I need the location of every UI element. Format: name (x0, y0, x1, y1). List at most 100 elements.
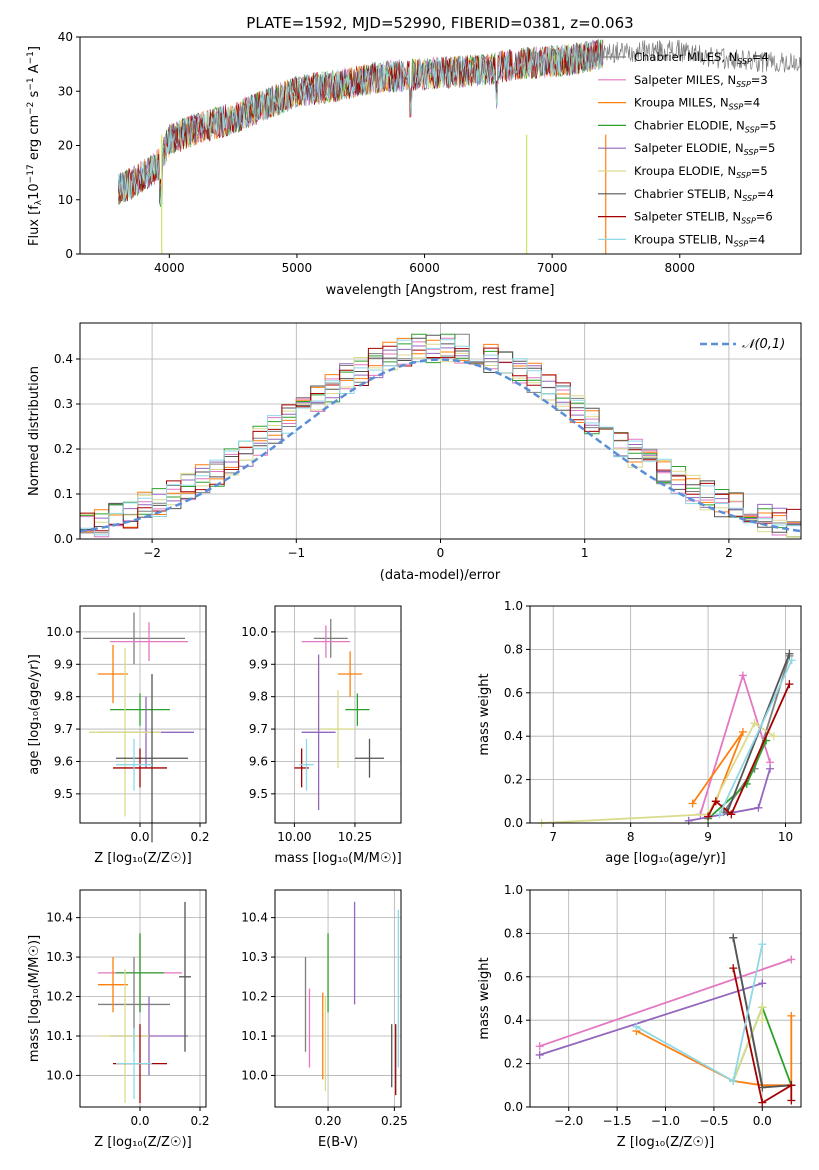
axes-frame (274, 889, 402, 1108)
y-tick-label: 0.8 (504, 926, 523, 940)
residual-histogram-panel: −2 −1 0 1 2 0.0 0.1 0.2 0.3 0.4 𝒩(0,1) (data-mode… (27, 322, 802, 583)
y-tick-label: 0.2 (504, 773, 523, 787)
y-tick-label: 0.6 (504, 970, 523, 984)
legend-entry: Chabrier MILES, NSSP=4 (634, 50, 769, 66)
x-tick-label: 0.0 (753, 1114, 772, 1128)
residual-histogram-xlabel: (data-model)/error (380, 568, 501, 583)
mass-vs-reddening-panel: 0.20 0.25 10.0 10.1 10.2 10.3 10.4 E(B-V) (241, 889, 408, 1150)
y-tick-label: 10.0 (46, 1068, 73, 1082)
mass-weight-vs-metallicity-panel: −2.0 −1.5 −1.0 −0.5 0.0 0.0 0.2 0.4 0.6 0.8 1.0 Z [… (477, 883, 802, 1150)
mass-weight-marker (787, 1081, 796, 1090)
spectrum-frame (79, 36, 802, 255)
mass-weight-line (539, 982, 763, 1056)
axes-frame (529, 889, 802, 1108)
mass-weight-marker (711, 797, 720, 806)
x-tick-label: 7 (549, 830, 557, 844)
y-tick-label: 10.1 (241, 1029, 268, 1043)
mass-weight-marker (750, 719, 759, 728)
model-spectrum-line (118, 39, 604, 205)
errorbar-point (83, 612, 185, 665)
mass-weight-marker (758, 940, 767, 949)
mass-weight-line (541, 721, 775, 824)
mass-weight-marker (535, 1042, 544, 1051)
y-tick-label: 9.9 (54, 657, 73, 671)
x-tick-label: 5000 (282, 261, 313, 275)
x-tick-label: 10.00 (277, 830, 311, 844)
y-axis-label: mass weight (477, 673, 492, 755)
y-tick-label: 10.0 (241, 1068, 268, 1082)
errorbar-point (116, 738, 152, 791)
legend-entry: Salpeter ELODIE, NSSP=5 (634, 141, 775, 157)
mass-weight-marker (758, 1098, 767, 1107)
y-tick-label: 9.8 (249, 690, 268, 704)
mass-weight-marker (758, 1003, 767, 1012)
legend-entry: Kroupa STELIB, NSSP=4 (634, 232, 765, 248)
errorbar-point (116, 933, 164, 1013)
model-spectrum-line (118, 42, 604, 206)
residual-histogram-frame (79, 322, 802, 540)
x-tick-label: −1.0 (651, 1114, 680, 1128)
y-tick-label: 10.4 (46, 911, 73, 925)
mass-weight-marker (704, 812, 713, 821)
errorbar-point (179, 901, 191, 1052)
y-tick-label: 10.0 (241, 625, 268, 639)
errorbar-point (101, 968, 149, 1104)
mass-weight-marker (787, 656, 796, 665)
normal-legend-label: 𝒩(0,1) (742, 337, 785, 352)
y-tick-label: 9.9 (249, 657, 268, 671)
mass-weight-marker (754, 803, 763, 812)
y-tick-label: 10.0 (46, 625, 73, 639)
axes-frame (79, 605, 207, 824)
y-tick-label: 0.2 (54, 442, 73, 456)
x-tick-label: −2.0 (554, 1114, 583, 1128)
errorbar-point (345, 693, 370, 726)
y-tick-label: 30 (58, 84, 73, 98)
errorbar-point (354, 738, 385, 778)
errorbar-point (113, 748, 167, 788)
y-tick-label: 0.8 (504, 642, 523, 656)
x-axis-label: Z [log₁₀(Z/Z☉)] (94, 1135, 191, 1150)
y-tick-label: 0.1 (54, 487, 73, 501)
residual-histogram-plot: −2 −1 0 1 2 0.0 0.1 0.2 0.3 0.4 (54, 323, 802, 560)
errorbar-point (116, 1028, 152, 1100)
errorbar-point (299, 738, 314, 791)
x-tick-label: 10 (778, 830, 793, 844)
x-tick-label: −0.5 (699, 1114, 728, 1128)
y-tick-label: 0.0 (504, 816, 523, 830)
y-tick-label: 10.2 (46, 990, 73, 1004)
x-axis-label: mass [log₁₀(M/M☉)] (274, 851, 401, 866)
axes-frame (274, 605, 402, 824)
mass-weight-marker (729, 933, 738, 942)
spectrum-title: PLATE=1592, MJD=52990, FIBERID=0381, z=0… (246, 14, 633, 32)
y-tick-label: 10 (58, 193, 73, 207)
mass-weight-marker (688, 799, 697, 808)
y-axis-label: mass weight (477, 957, 492, 1039)
x-tick-label: 0.0 (130, 1114, 149, 1128)
y-tick-label: 9.8 (54, 690, 73, 704)
mass-weight-marker (632, 1022, 641, 1031)
errorbar-point (89, 648, 161, 817)
y-tick-label: 0.0 (504, 1100, 523, 1114)
y-tick-label: 9.7 (54, 722, 73, 736)
axes-frame (529, 605, 802, 824)
x-tick-label: 1 (581, 546, 589, 560)
age-vs-metallicity-panel: 0.0 0.2 9.5 9.6 9.7 9.8 9.9 10.0 Z [log₁₀(Z/Z☉)]… (27, 605, 210, 866)
y-tick-label: 9.6 (54, 754, 73, 768)
y-tick-label: 0.0 (54, 532, 73, 546)
y-tick-label: 0.2 (504, 1057, 523, 1071)
errorbar-point (301, 625, 351, 658)
spectrum-ylabel: Flux [fλ10−17 erg cm−2 s−1 A−1] (26, 46, 44, 246)
mass-weight-marker (785, 680, 794, 689)
x-tick-label: 0.2 (190, 1114, 209, 1128)
x-tick-label: −2 (143, 546, 161, 560)
y-tick-label: 9.7 (249, 722, 268, 736)
errorbar-point (301, 654, 336, 811)
mass-weight-line (539, 958, 792, 1048)
mass-weight-line (718, 659, 793, 815)
y-tick-label: 9.5 (54, 787, 73, 801)
y-tick-label: 1.0 (504, 599, 523, 613)
mass-weight-marker (535, 1050, 544, 1059)
y-tick-label: 0.4 (504, 1013, 523, 1027)
errorbar-point (116, 674, 188, 843)
